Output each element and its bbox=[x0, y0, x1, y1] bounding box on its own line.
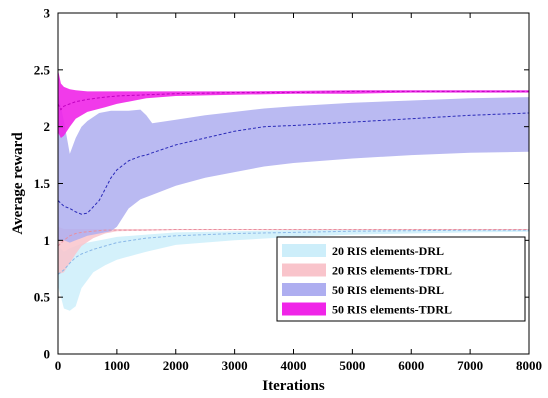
legend-label: 50 RIS elements-DRL bbox=[332, 283, 444, 297]
y-axis-label: Average reward bbox=[10, 132, 26, 235]
x-tick-label: 2000 bbox=[163, 358, 189, 373]
legend-swatch bbox=[282, 263, 326, 277]
x-tick-label: 1000 bbox=[104, 358, 130, 373]
series-mean-line-3 bbox=[57, 112, 530, 215]
y-tick-label: 1.5 bbox=[34, 176, 51, 191]
legend-label: 50 RIS elements-TDRL bbox=[332, 303, 452, 317]
y-axis-ticks: 0 0.5 1 1.5 2 2.5 3 bbox=[34, 6, 529, 362]
legend-label: 20 RIS elements-DRL bbox=[332, 244, 444, 258]
y-tick-label: 1 bbox=[44, 233, 51, 248]
x-axis-label: Iterations bbox=[262, 378, 325, 394]
x-tick-label: 4000 bbox=[281, 358, 307, 373]
legend-swatch bbox=[282, 283, 326, 296]
x-tick-label: 0 bbox=[55, 358, 62, 373]
series-band-3 bbox=[58, 92, 529, 243]
y-tick-label: 2.5 bbox=[34, 62, 51, 77]
legend: 20 RIS elements-DRL 20 RIS elements-TDRL 5… bbox=[276, 236, 526, 322]
y-tick-label: 3 bbox=[44, 6, 51, 21]
y-tick-label: 2 bbox=[44, 119, 51, 134]
x-tick-label: 6000 bbox=[398, 358, 424, 373]
legend-swatch bbox=[282, 244, 326, 257]
series-mean-line-1 bbox=[57, 229, 529, 275]
x-axis-ticks: 0 1000 2000 3000 4000 5000 6000 7000 8000 bbox=[55, 13, 542, 373]
series-mean-line-4 bbox=[57, 90, 529, 111]
x-tick-label: 7000 bbox=[457, 358, 483, 373]
x-tick-label: 3000 bbox=[222, 358, 248, 373]
x-tick-label: 5000 bbox=[339, 358, 365, 373]
x-tick-label: 8000 bbox=[516, 358, 542, 373]
y-tick-label: 0 bbox=[44, 347, 51, 362]
legend-label: 20 RIS elements-TDRL bbox=[332, 264, 452, 278]
series-mean-lines bbox=[57, 90, 530, 275]
series-bands bbox=[58, 69, 529, 311]
y-tick-label: 0.5 bbox=[34, 290, 51, 305]
legend-swatch bbox=[282, 302, 326, 316]
